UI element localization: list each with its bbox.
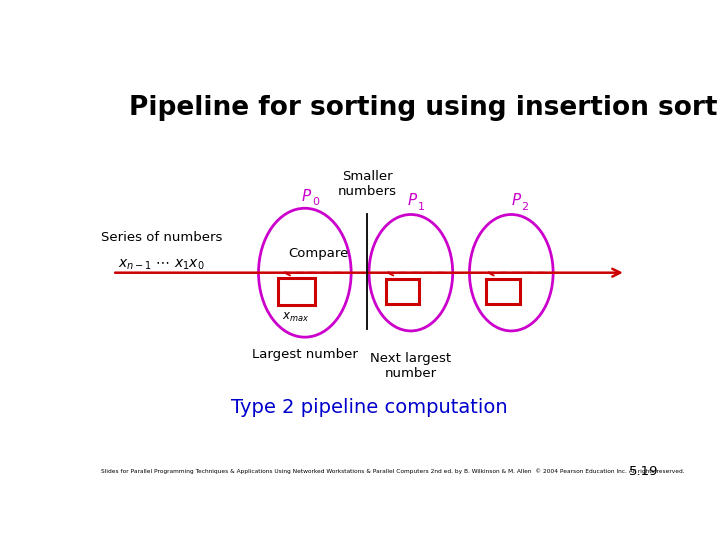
Text: 0: 0 [312,198,319,207]
Text: P: P [511,193,521,208]
Text: Smaller
numbers: Smaller numbers [338,170,397,198]
Text: Compare: Compare [288,247,348,260]
Text: 1: 1 [418,201,425,212]
Text: $x_{max}$: $x_{max}$ [282,311,309,324]
Bar [386,279,419,304]
Text: P: P [408,193,418,208]
Text: P: P [302,189,311,204]
Text: Largest number: Largest number [252,348,358,361]
Text: Series of numbers: Series of numbers [101,231,222,244]
Text: Next largest
number: Next largest number [370,352,451,380]
Text: Type 2 pipeline computation: Type 2 pipeline computation [230,399,508,417]
Bar [279,278,315,305]
Text: $x_{n-1}\ \cdots\ x_1 x_0$: $x_{n-1}\ \cdots\ x_1 x_0$ [118,257,204,272]
Text: 2: 2 [521,201,528,212]
Bar [486,279,520,304]
Text: 5.19: 5.19 [629,465,658,478]
Text: Slides for Parallel Programming Techniques & Applications Using Networked Workst: Slides for Parallel Programming Techniqu… [101,469,685,474]
Text: Pipeline for sorting using insertion sort: Pipeline for sorting using insertion sor… [129,96,718,122]
